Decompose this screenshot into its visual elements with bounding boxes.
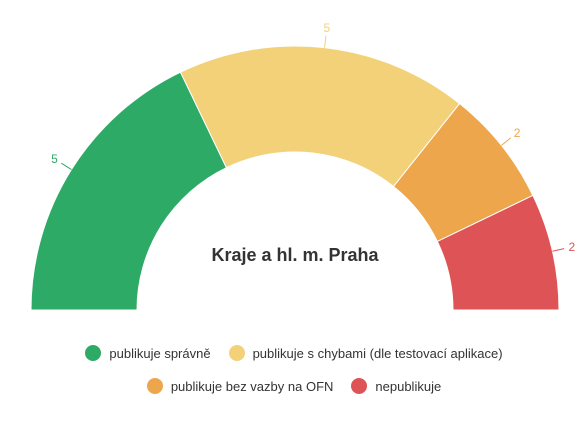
legend-swatch-2 [146,378,163,394]
legend-swatch-0 [85,345,102,361]
legend-item-2[interactable]: publikuje bez vazby na OFN [146,378,334,394]
legend-item-1[interactable]: publikuje s chybami (dle testovací aplik… [228,345,503,361]
slice-connector-0 [61,162,72,170]
slice-3[interactable] [436,194,560,311]
chart-center-title: Kraje a hl. m. Praha [211,245,379,265]
slice-value-label-1: 5 [323,21,330,35]
slice-value-label-3: 2 [569,240,576,254]
legend-item-0[interactable]: publikuje správně [85,345,211,361]
slice-1[interactable] [179,45,461,188]
legend-label-0: publikuje správně [109,345,211,361]
legend-label-2: publikuje bez vazby na OFN [170,378,334,394]
legend-item-3[interactable]: nepublikuje [351,378,441,394]
legend-label-1: publikuje s chybami (dle testovací aplik… [252,345,503,361]
legend-label-3: nepublikuje [375,378,442,394]
slices-group [30,45,560,311]
slice-value-label-0: 5 [51,152,58,166]
slice-connector-3 [552,248,565,252]
value-labels-group: 5 5 2 2 [51,21,575,254]
slice-connector-2 [501,137,512,146]
legend-swatch-1 [228,345,245,361]
slice-value-label-2: 2 [514,126,521,140]
legend-row-1: publikuje správně publikuje s chybami (d… [0,345,588,361]
slice-0[interactable] [30,71,228,311]
legend-row-2: publikuje bez vazby na OFN nepublikuje [0,378,588,394]
legend-swatch-3 [351,378,368,394]
slice-connector-1 [324,35,327,48]
